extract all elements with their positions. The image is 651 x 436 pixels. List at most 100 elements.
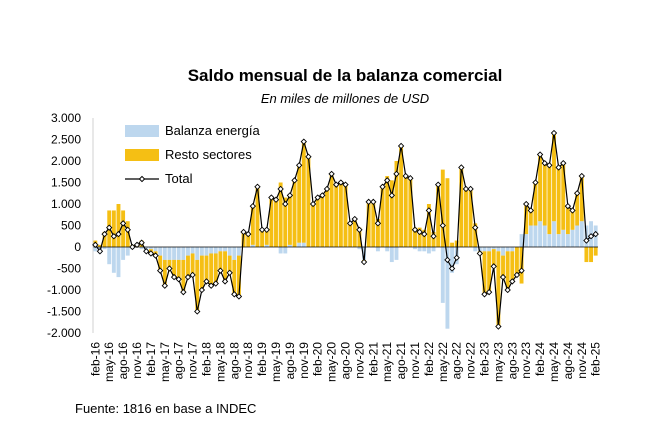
bar <box>565 234 570 247</box>
bar <box>524 204 529 235</box>
y-tick-label: 2.000 <box>51 154 81 168</box>
bar <box>264 229 269 245</box>
x-tick-label: ago-20 <box>339 342 353 380</box>
x-tick-label: ago-16 <box>116 342 130 380</box>
bar <box>102 231 107 247</box>
line-marker <box>166 265 173 272</box>
bar <box>426 204 431 247</box>
line-marker <box>212 280 219 287</box>
bar <box>394 247 399 260</box>
bar <box>496 247 501 252</box>
bar <box>195 259 200 312</box>
bar <box>287 195 292 245</box>
bar <box>482 247 487 252</box>
bar <box>329 173 334 247</box>
bar <box>459 167 464 247</box>
line-marker <box>587 233 595 240</box>
line-marker <box>319 192 326 199</box>
line-marker <box>175 276 182 283</box>
bar <box>186 247 190 256</box>
bar <box>204 247 209 256</box>
bar <box>561 163 566 230</box>
bar <box>440 247 445 303</box>
bar <box>505 251 510 290</box>
chart-subtitle: En miles de millones de USD <box>261 91 429 106</box>
bar <box>199 247 204 256</box>
legend-label: Total <box>165 171 193 186</box>
bar <box>482 251 487 295</box>
bar <box>579 176 584 222</box>
line-marker <box>295 162 303 169</box>
bar <box>209 247 214 254</box>
line-marker <box>138 239 145 246</box>
bar <box>426 247 431 254</box>
y-tick-label: -2.000 <box>47 326 81 340</box>
line-marker <box>240 228 247 236</box>
line-marker <box>560 159 567 167</box>
bar <box>301 141 306 243</box>
bar <box>547 234 552 247</box>
bar <box>389 180 394 247</box>
x-tick-label: feb-18 <box>200 342 214 376</box>
bar <box>223 247 227 252</box>
bar <box>274 199 278 247</box>
line-marker <box>92 241 99 249</box>
bar <box>403 176 408 247</box>
bar <box>334 184 339 247</box>
y-tick-label: -1.500 <box>47 305 81 319</box>
bar <box>116 204 121 247</box>
line-marker <box>578 172 585 180</box>
bar <box>93 247 98 252</box>
line-marker <box>573 190 581 197</box>
line-marker <box>495 323 502 330</box>
line-marker <box>504 286 511 294</box>
bar <box>287 244 292 247</box>
bar <box>167 247 172 260</box>
line-marker <box>156 267 164 274</box>
bar <box>394 161 399 247</box>
x-tick-label: feb-20 <box>311 342 325 376</box>
line-marker <box>532 179 539 186</box>
bar <box>561 229 566 247</box>
bar <box>209 253 214 286</box>
line-marker <box>184 273 192 281</box>
y-tick-label: 1.000 <box>51 197 81 211</box>
line-marker <box>481 291 488 298</box>
line-marker <box>564 202 572 210</box>
line-marker <box>472 224 479 231</box>
line-marker <box>509 278 516 285</box>
x-tick-label: feb-25 <box>589 342 603 376</box>
line-marker <box>569 207 576 214</box>
line-marker <box>421 230 428 238</box>
bar <box>125 221 130 247</box>
line-marker <box>458 164 465 171</box>
x-tick-label: feb-22 <box>422 342 436 376</box>
bar <box>338 182 343 247</box>
x-tick-label: feb-16 <box>88 342 102 376</box>
line-marker <box>96 248 104 255</box>
line-marker <box>170 273 178 281</box>
bar <box>538 154 543 222</box>
x-tick-label: feb-24 <box>533 342 547 376</box>
bar <box>575 193 580 226</box>
bar <box>162 247 167 260</box>
bar <box>468 188 473 247</box>
bar <box>417 227 422 247</box>
bar <box>278 182 283 247</box>
y-tick-label: 500 <box>61 219 81 233</box>
bar <box>227 247 232 256</box>
line-marker <box>286 192 294 199</box>
x-tick-label: feb-19 <box>255 342 269 376</box>
line-marker <box>485 288 493 296</box>
x-tick-label: may-16 <box>102 342 116 382</box>
line-marker <box>309 200 317 208</box>
line-marker <box>161 282 168 289</box>
x-tick-label: nov-17 <box>186 342 200 379</box>
bar <box>487 247 492 252</box>
bar <box>584 247 589 263</box>
line-marker <box>152 252 159 259</box>
line-marker <box>217 267 224 274</box>
bar <box>269 197 274 247</box>
bar <box>176 259 181 280</box>
bar <box>158 255 163 271</box>
